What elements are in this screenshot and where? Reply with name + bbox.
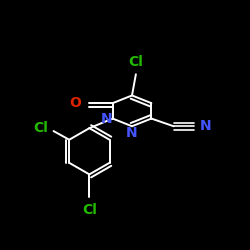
Text: Cl: Cl	[33, 121, 48, 135]
Text: N: N	[126, 126, 138, 140]
Text: Cl: Cl	[128, 54, 143, 68]
Text: O: O	[70, 96, 82, 110]
Text: N: N	[101, 112, 112, 126]
Text: N: N	[200, 119, 211, 133]
Text: Cl: Cl	[82, 203, 97, 217]
